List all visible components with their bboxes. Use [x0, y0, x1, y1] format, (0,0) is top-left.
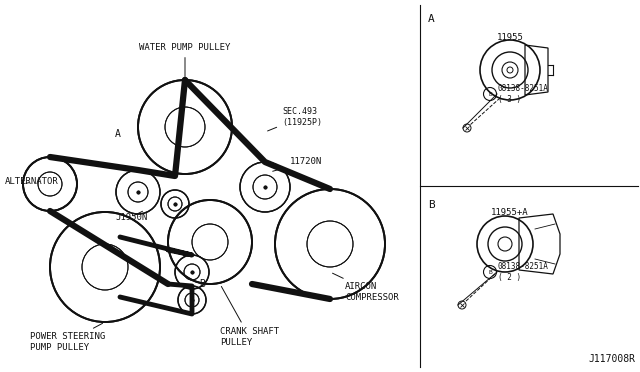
Text: A: A — [115, 129, 121, 139]
Text: POWER STEERING
PUMP PULLEY: POWER STEERING PUMP PULLEY — [30, 323, 105, 352]
Text: SEC.493
(11925P): SEC.493 (11925P) — [268, 107, 322, 131]
Text: AIRCON
COMPRESSOR: AIRCON COMPRESSOR — [333, 273, 399, 302]
Text: 11720N: 11720N — [273, 157, 323, 171]
Text: B: B — [488, 269, 492, 275]
Text: B: B — [428, 200, 435, 210]
Text: WATER PUMP PULLEY: WATER PUMP PULLEY — [140, 43, 230, 77]
Text: 11955+A: 11955+A — [491, 208, 529, 217]
Text: J1950N: J1950N — [115, 211, 147, 221]
Text: CRANK SHAFT
PULLEY: CRANK SHAFT PULLEY — [220, 286, 279, 347]
Text: A: A — [428, 14, 435, 24]
Text: 11955: 11955 — [497, 33, 524, 42]
Text: ALTERNATOR: ALTERNATOR — [5, 177, 59, 186]
Text: 08138-8251A
( 2 ): 08138-8251A ( 2 ) — [498, 262, 549, 282]
Text: J117008R: J117008R — [588, 354, 635, 364]
Text: 08138-8251A
( 3 ): 08138-8251A ( 3 ) — [498, 84, 549, 104]
Text: B: B — [488, 92, 492, 96]
Text: B: B — [199, 279, 205, 289]
